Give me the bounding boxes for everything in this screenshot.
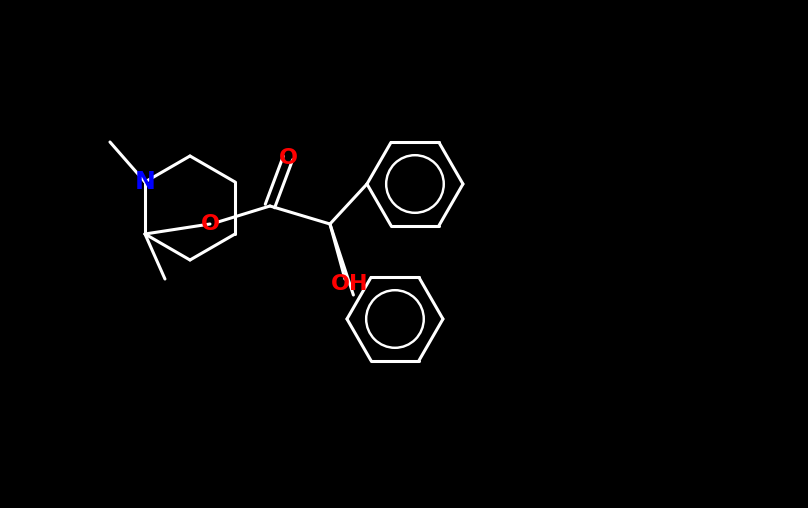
- Text: OH: OH: [331, 274, 368, 294]
- Text: O: O: [200, 214, 220, 234]
- Text: N: N: [134, 170, 155, 194]
- Text: O: O: [279, 148, 297, 168]
